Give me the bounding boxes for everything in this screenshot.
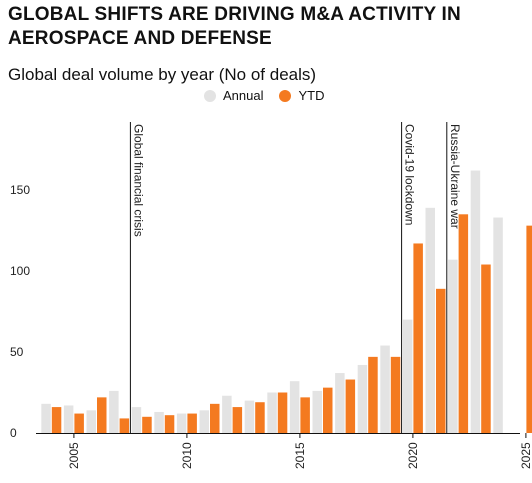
bar-annual [380,345,390,433]
bar-ytd [51,407,62,433]
bar-ytd [142,416,152,433]
bar-annual [109,390,119,433]
bar-ytd [97,397,107,433]
bar-annual [289,381,300,433]
chart-title: GLOBAL SHIFTS ARE DRIVING M&A ACTIVITY I… [8,3,528,51]
bar-annual [41,403,51,433]
bar-annual [154,411,164,433]
y-tick-label: 150 [10,183,30,197]
bar-annual [131,407,142,433]
bar-ytd [300,397,310,433]
x-tick-label: 2015 [293,442,307,469]
bar-annual [267,392,277,433]
title-line-2: AEROSPACE AND DEFENSE [8,28,272,49]
legend-swatch-annual [204,89,216,102]
bar-ytd [368,356,378,433]
legend: Annual YTD [204,88,340,103]
bar-ytd [210,403,220,433]
bar-annual [402,319,413,433]
x-tick-label: 2020 [406,442,420,469]
bar-annual [425,207,435,433]
bar-ytd [390,356,401,433]
bar-ytd [232,407,243,433]
annotation-label: Global financial crisis [131,124,145,237]
legend-swatch-ytd [279,89,292,102]
bar-annual [86,410,96,433]
bar-annual [448,259,458,433]
x-tick-label: 2010 [180,442,194,469]
x-tick-label: 2025 [519,442,532,469]
annotation-label: Russia-Ukraine war [448,124,462,229]
y-tick-label: 50 [10,345,24,359]
bar-ytd [436,288,446,433]
bar-annual [493,217,503,433]
bar-annual [357,364,368,433]
bar-ytd [481,264,491,433]
bar-ytd [255,402,265,433]
bar-annual [176,413,187,433]
bar-annual [199,410,209,433]
bar-annual [222,395,232,433]
legend-item-annual: Annual [204,88,263,103]
y-tick-label: 100 [10,264,30,278]
legend-label-ytd: YTD [298,88,325,103]
bar-ytd [345,379,356,433]
chart-subtitle: Global deal volume by year (No of deals) [8,65,317,84]
legend-label-annual: Annual [223,88,264,103]
annotation-label: Covid-19 lockdown [403,124,417,225]
bar-ytd [323,387,333,433]
bar-ytd [458,214,469,433]
bar-annual [312,390,322,433]
bar-annual [335,373,345,433]
bar-ytd [164,415,175,433]
title-line-1: GLOBAL SHIFTS ARE DRIVING M&A ACTIVITY I… [8,4,461,25]
bar-annual [244,400,255,433]
bar-ytd [413,243,423,433]
bar-annual [63,405,74,433]
x-tick-label: 2005 [67,442,81,469]
bar-ytd [119,418,130,433]
y-tick-label: 0 [10,426,17,440]
bar-annual [470,170,481,433]
bar-ytd [74,413,84,433]
bar-ytd [526,225,532,433]
bar-ytd [277,392,288,433]
legend-item-ytd: YTD [279,88,324,103]
bar-ytd [187,413,197,433]
